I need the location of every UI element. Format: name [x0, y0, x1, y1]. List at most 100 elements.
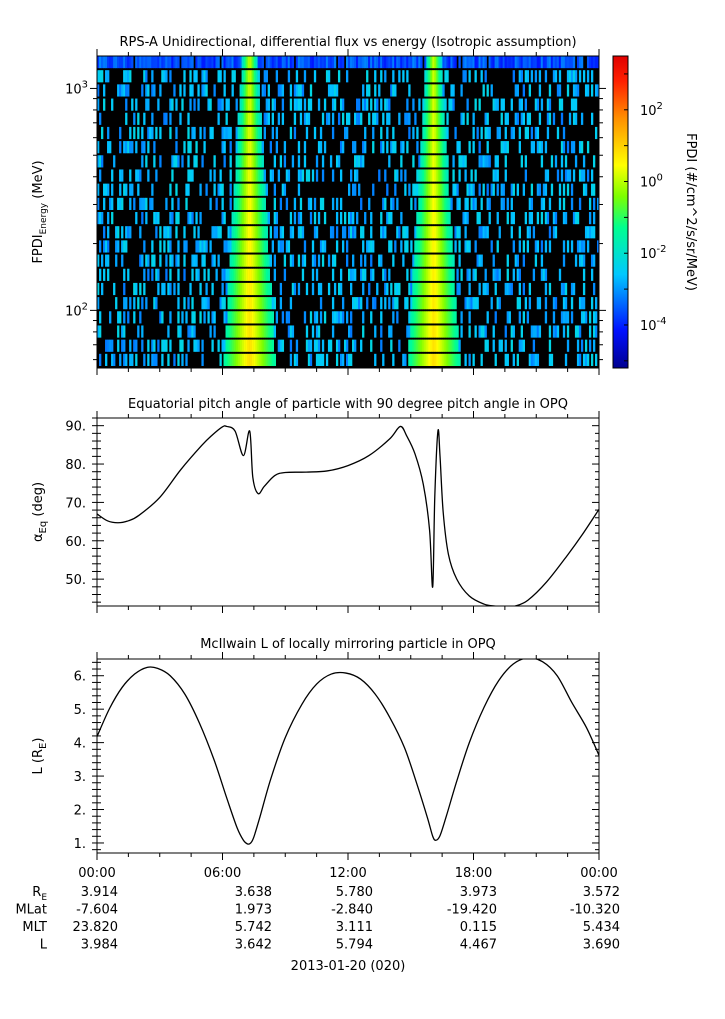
spectrogram-cell [442, 240, 445, 253]
spectrogram-cell [360, 112, 363, 125]
spectrogram-cell [175, 126, 178, 140]
spectrogram-cell [331, 325, 335, 338]
spectrogram-cell [293, 126, 297, 140]
spectrogram-cell [213, 226, 216, 239]
spectrogram-cell [560, 98, 564, 111]
spectrogram-cell [261, 226, 264, 239]
spectrogram-cell [440, 311, 443, 324]
spectrogram-cell [239, 212, 242, 225]
spectrogram-cell [257, 169, 260, 182]
spectrogram-cell [468, 311, 471, 324]
spectrogram-cell [570, 297, 574, 310]
spectrogram-cell [239, 268, 242, 281]
spectrogram-cell [510, 226, 513, 239]
spectrogram-cell [251, 254, 254, 267]
spectrogram-cell [430, 126, 433, 140]
spectrogram-cell [544, 169, 548, 182]
spectrogram-cell [576, 212, 580, 225]
spectrogram-cell [486, 112, 489, 125]
spectrogram-cell [107, 126, 110, 140]
spectrogram-cell [462, 155, 465, 168]
spectrogram-cell [237, 311, 240, 324]
spectrogram-cell [512, 126, 515, 140]
spectrogram-cell [576, 56, 580, 69]
spectrogram-cell [273, 254, 277, 267]
spectrogram-cell [464, 226, 467, 239]
spectrogram-cell [129, 297, 132, 310]
spectrogram-cell [335, 353, 339, 366]
spectrogram-cell [263, 183, 266, 196]
spectrogram-cell [400, 169, 403, 182]
spectrogram-cell [169, 240, 172, 253]
spectrogram-cell [155, 297, 158, 310]
spectrogram-cell [522, 112, 526, 125]
spectrogram-cell [428, 353, 431, 366]
spectrogram-cell [358, 56, 361, 69]
spectrogram-cell [504, 353, 507, 366]
spectrogram-cell [450, 297, 453, 310]
spectrogram-cell [259, 240, 262, 253]
colorbar-label: FPDI (#/cm^2/s/sr/MeV) [683, 133, 698, 291]
spectrogram-cell [117, 339, 120, 352]
spectrogram-cell [209, 240, 212, 253]
y-tick-label: 3. [74, 770, 86, 785]
spectrogram-cell [271, 311, 275, 324]
spectrogram-cell [508, 56, 511, 69]
spectrogram-cell [566, 339, 570, 352]
spectrogram-cell [163, 339, 166, 352]
spectrogram-cell [426, 197, 429, 210]
spectrogram-cell [257, 353, 260, 366]
ephemeris-row-label: RE [32, 885, 47, 903]
spectrogram-cell [251, 197, 254, 210]
spectrogram-cell [159, 311, 162, 324]
spectrogram-cell [345, 112, 349, 125]
spectrogram-cell [205, 183, 208, 196]
spectrogram-cell [524, 155, 528, 168]
spectrogram-cell [404, 56, 407, 69]
spectrogram-cell [412, 126, 415, 140]
spectrogram-cell [279, 155, 283, 168]
spectrogram-cell [456, 282, 459, 296]
spectrogram-cell [249, 325, 252, 338]
spectrogram-cell [291, 254, 295, 267]
spectrogram-cell [233, 226, 236, 239]
spectrogram-cell [97, 141, 100, 154]
spectrogram-cell [406, 98, 409, 111]
spectrogram-cell [424, 268, 427, 281]
spectrogram-cell [259, 126, 262, 140]
spectrogram-cell [554, 325, 558, 338]
spectrogram-cell [229, 353, 232, 366]
spectrogram-cell [165, 226, 168, 239]
spectrogram-cell [173, 282, 176, 296]
spectrogram-cell [219, 226, 222, 239]
spectrogram-cell [426, 268, 429, 281]
spectrogram-cell [518, 126, 521, 140]
spectrogram-cell [446, 169, 449, 182]
spectrogram-cell [448, 268, 451, 281]
spectrogram-cell [151, 339, 154, 352]
spectrogram-cell [436, 212, 439, 225]
spectrogram-cell [199, 282, 202, 296]
spectrogram-cell [372, 183, 375, 196]
spectrogram-cell [438, 84, 441, 97]
spectrogram-cell [253, 126, 256, 140]
spectrogram-cell [572, 56, 576, 69]
spectrogram-cell [504, 339, 507, 352]
spectrogram-cell [277, 112, 281, 125]
spectrogram-cell [554, 226, 558, 239]
spectrogram-cell [247, 197, 250, 210]
spectrogram-cell [103, 197, 106, 210]
spectrogram-cell [203, 56, 206, 69]
spectrogram-cell [243, 311, 246, 324]
spectrogram-cell [520, 70, 523, 83]
spectrogram-cell [508, 311, 511, 324]
spectrogram-cell [584, 84, 588, 97]
spectrogram-cell [235, 212, 238, 225]
spectrogram-cell [269, 141, 272, 154]
spectrogram-cell [189, 282, 192, 296]
spectrogram-cell [301, 56, 305, 69]
spectrogram-cell [534, 353, 538, 366]
spectrogram-cell [165, 56, 168, 69]
spectrogram-cell [446, 339, 449, 352]
spectrogram-cell [159, 226, 162, 239]
